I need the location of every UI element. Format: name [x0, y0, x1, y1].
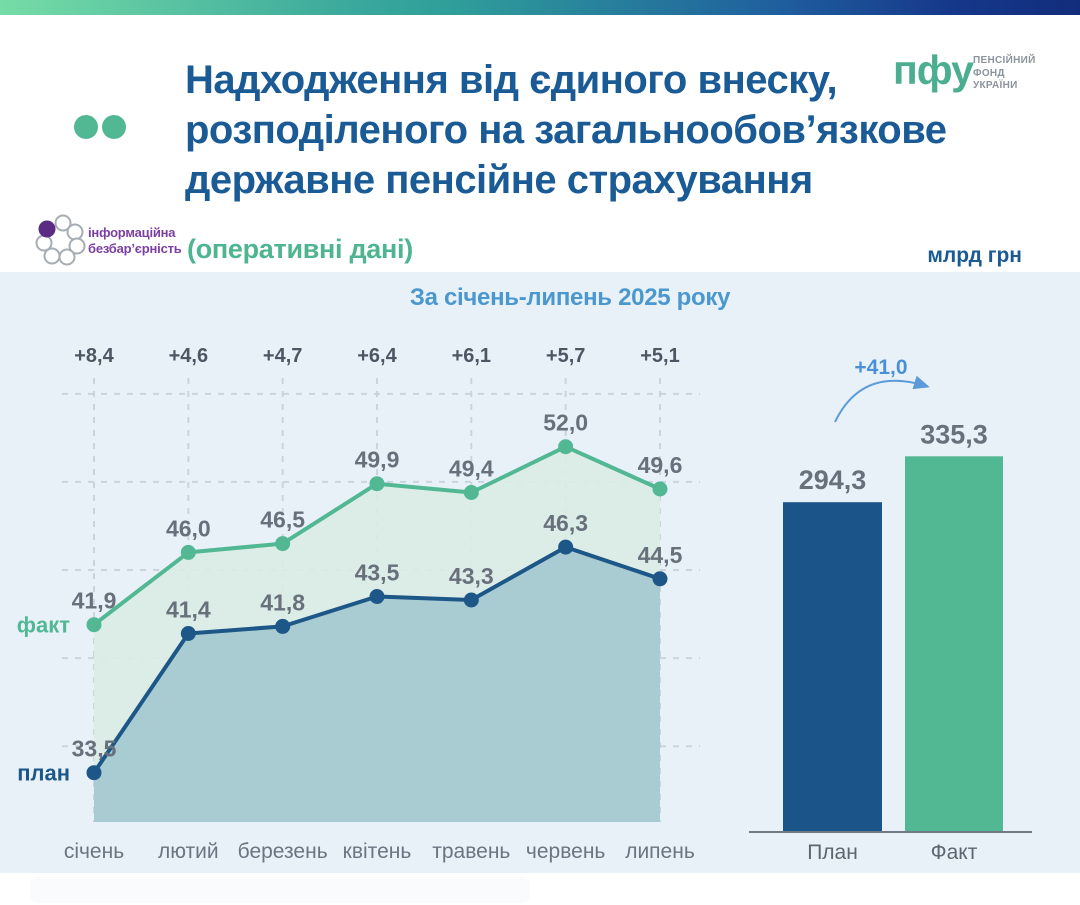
data-point-план: [275, 618, 291, 634]
data-point-план: [369, 589, 385, 604]
delta-label: +4,7: [263, 345, 302, 367]
decorative-dot-icon: [102, 115, 126, 139]
x-axis-label: травень: [432, 840, 510, 863]
value-label-план: 46,3: [543, 510, 588, 536]
data-point-план: [86, 765, 102, 781]
data-point-факт: [652, 481, 668, 497]
x-axis-label: березень: [238, 840, 328, 863]
x-axis-label: лютий: [158, 840, 219, 863]
growth-arrow-icon: [834, 375, 930, 423]
delta-label: +5,7: [546, 345, 585, 367]
pfu-logo-name: ПЕНСІЙНИЙ ФОНД УКРАЇНИ: [973, 55, 1036, 93]
value-label-план: 41,8: [260, 589, 305, 615]
bar-Факт: [905, 456, 1003, 832]
bar-chart: +41,0 294,3 План 335,3 Факт: [749, 356, 1032, 864]
data-point-план: [558, 539, 574, 555]
x-axis-label: липень: [625, 840, 695, 863]
accessibility-logo-line1: інформаційна: [88, 225, 176, 240]
data-point-план: [652, 571, 668, 587]
x-axis-label: червень: [526, 840, 605, 863]
line-chart: 41,9 46,0 46,5 49,9 49,4 52,0 49,6 факт 33,5 41,4…: [17, 345, 700, 863]
data-point-план: [463, 592, 479, 608]
accessibility-logo: інформаційна безбар’єрність: [34, 213, 264, 271]
value-label-факт: 46,5: [260, 507, 305, 533]
area-fill-план: [94, 547, 660, 822]
data-point-факт: [86, 617, 102, 633]
value-label-план: 43,3: [449, 563, 494, 589]
decorative-dot-icon: [74, 115, 98, 139]
value-label-факт: 49,9: [355, 447, 400, 473]
bar-value-label: 294,3: [799, 465, 867, 495]
x-axis-label: січень: [64, 840, 124, 863]
data-point-факт: [463, 485, 479, 500]
accessibility-logo-line2: безбар’єрність: [88, 241, 182, 256]
data-point-план: [180, 626, 196, 641]
line-chart-title: За січень-липень 2025 року: [409, 284, 731, 311]
header: Надходження від єдиного внеску, розподіл…: [0, 15, 1080, 272]
data-point-факт: [180, 544, 196, 560]
page-subtitle: (оперативні дані): [187, 234, 413, 264]
delta-label: +6,4: [357, 345, 397, 367]
delta-label: +5,1: [640, 345, 679, 367]
pfu-name-line3: УКРАЇНИ: [973, 80, 1018, 91]
delta-label: +4,6: [169, 345, 208, 367]
value-label-факт: 49,4: [449, 456, 494, 482]
legend-план: план: [17, 761, 70, 786]
value-label-факт: 41,9: [72, 588, 117, 614]
bar-category-label: План: [807, 841, 858, 864]
page-title-line-2: розподіленого на загальнообов’язкове: [185, 108, 947, 152]
value-label-план: 43,5: [355, 560, 400, 586]
value-label-факт: 49,6: [638, 452, 683, 478]
top-gradient-bar: [0, 0, 1080, 15]
units-label: млрд грн: [927, 244, 1022, 267]
page-title-line-3: державне пенсійне страхування: [185, 158, 813, 202]
pfu-logo-wordmark: пфу: [893, 47, 974, 93]
delta-label: +8,4: [74, 345, 114, 367]
data-point-факт: [275, 536, 291, 552]
pfu-name-line2: ФОНД: [973, 67, 1005, 79]
accessibility-ring-icon: [35, 214, 86, 266]
page-title: Надходження від єдиного внеску, розподіл…: [185, 55, 1015, 205]
bar-category-label: Факт: [931, 841, 978, 864]
accessibility-logo-text: інформаційна безбар’єрність: [88, 225, 182, 257]
bar-value-label: 335,3: [920, 419, 988, 449]
data-point-факт: [558, 439, 574, 455]
value-label-факт: 52,0: [543, 410, 588, 436]
footer-strip: [30, 877, 530, 903]
x-axis-label: квітень: [343, 840, 412, 863]
data-point-факт: [369, 476, 385, 492]
value-label-план: 44,5: [638, 542, 683, 568]
pfu-logo: пфу ПЕНСІЙНИЙ ФОНД УКРАЇНИ: [893, 47, 1063, 102]
legend-факт: факт: [17, 613, 70, 638]
growth-annotation: +41,0: [854, 356, 907, 379]
value-label-факт: 46,0: [166, 515, 211, 541]
page-title-line-1: Надходження від єдиного внеску,: [185, 58, 838, 102]
value-label-план: 33,5: [72, 736, 117, 762]
delta-label: +6,1: [452, 345, 491, 367]
pfu-name-line1: ПЕНСІЙНИЙ: [973, 55, 1036, 66]
value-label-план: 41,4: [166, 597, 211, 623]
bar-План: [783, 502, 882, 832]
